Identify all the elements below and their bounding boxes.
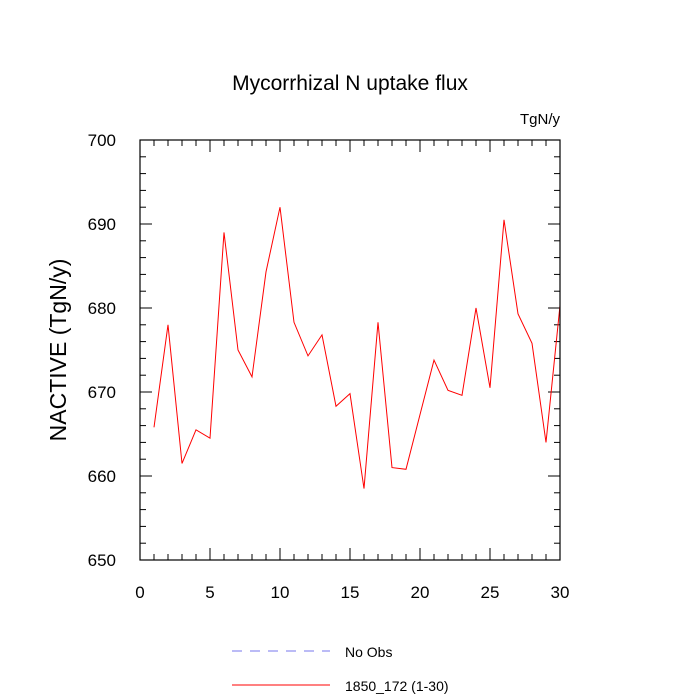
y-axis-label: NACTIVE (TgN/y): [45, 259, 71, 442]
x-tick-label: 10: [271, 583, 290, 602]
y-tick-label: 650: [88, 551, 116, 570]
plot-frame: [139, 139, 561, 561]
y-tick-label: 690: [88, 215, 116, 234]
x-tick-label: 30: [551, 583, 570, 602]
y-tick-label: 660: [88, 467, 116, 486]
legend-label-no-obs: No Obs: [345, 644, 392, 660]
x-tick-label: 15: [341, 583, 360, 602]
y-tick-label: 700: [88, 131, 116, 150]
units-label: TgN/y: [520, 111, 561, 128]
series-line: [153, 207, 561, 489]
y-tick-label: 680: [88, 299, 116, 318]
y-tick-label: 670: [88, 383, 116, 402]
x-tick-label: 20: [411, 583, 430, 602]
x-tick-label: 25: [481, 583, 500, 602]
legend-label-1850-172: 1850_172 (1-30): [345, 678, 449, 694]
axis-tick-labels: 0 5 10 15 20 25 30 650 660 670 680 690 700: [88, 131, 570, 602]
series-line-group: [153, 207, 561, 489]
chart-title: Mycorrhizal N uptake flux: [232, 72, 468, 95]
axis-ticks: [139, 139, 561, 561]
legend: No Obs 1850_172 (1-30): [232, 644, 449, 694]
x-tick-label: 5: [205, 583, 214, 602]
x-tick-label: 0: [135, 583, 144, 602]
